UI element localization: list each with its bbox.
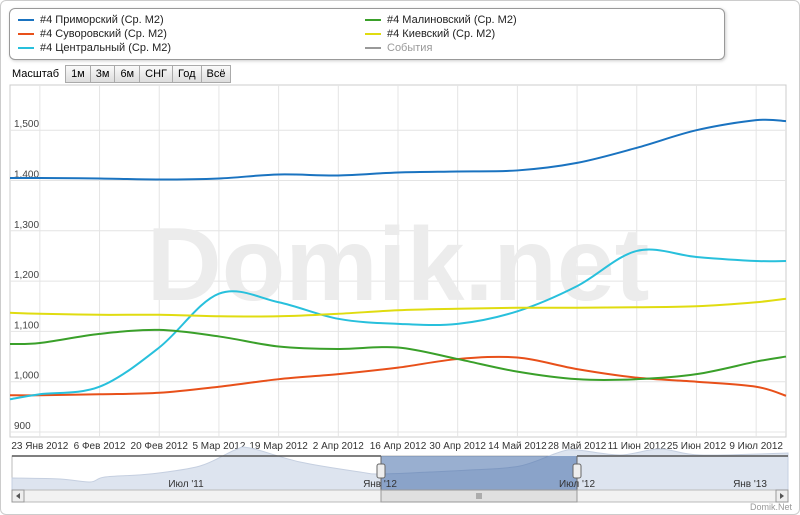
x-tick-label: 23 Янв 2012 xyxy=(11,441,68,452)
navigator-label: Янв '12 xyxy=(363,479,397,490)
zoom-3m-button[interactable]: 3м xyxy=(89,65,116,83)
y-tick-label: 1,500 xyxy=(14,119,39,130)
legend-label: #4 Киевский (Ср. М2) xyxy=(387,27,496,40)
legend-item[interactable]: #4 Суворовский (Ср. М2) xyxy=(18,27,167,40)
series-line xyxy=(9,118,787,181)
legend-swatch xyxy=(365,18,381,21)
x-tick-label: 5 Мар 2012 xyxy=(192,441,245,452)
legend-label: #4 Суворовский (Ср. М2) xyxy=(40,27,167,40)
legend-swatch xyxy=(18,18,34,21)
navigator-handle[interactable] xyxy=(572,463,582,479)
legend-swatch xyxy=(18,32,34,35)
legend-item[interactable]: События xyxy=(365,41,432,54)
y-tick-label: 900 xyxy=(14,421,31,432)
legend-swatch xyxy=(18,46,34,49)
legend-item[interactable]: #4 Центральный (Ср. М2) xyxy=(18,41,171,54)
legend-item[interactable]: #4 Киевский (Ср. М2) xyxy=(365,27,495,40)
x-tick-label: 11 Июн 2012 xyxy=(608,441,667,452)
y-tick-label: 1,300 xyxy=(14,220,39,231)
watermark: Domik.net xyxy=(147,207,650,323)
legend-swatch xyxy=(365,46,381,49)
series-line xyxy=(9,328,787,381)
legend-item[interactable]: #4 Приморский (Ср. М2) xyxy=(18,13,164,26)
y-tick-label: 1,400 xyxy=(14,170,39,181)
legend-label: События xyxy=(387,41,433,54)
x-tick-label: 19 Мар 2012 xyxy=(249,441,308,452)
legend-item[interactable]: #4 Малиновский (Ср. М2) xyxy=(365,13,517,26)
zoom-all-button[interactable]: Всё xyxy=(200,65,232,83)
y-tick-label: 1,200 xyxy=(14,270,39,281)
navigator-label: Янв '13 xyxy=(733,479,767,490)
zoom-label: Масштаб xyxy=(12,68,60,80)
arrow-right-icon xyxy=(780,493,784,499)
legend-label: #4 Малиновский (Ср. М2) xyxy=(387,13,517,26)
legend-swatch xyxy=(365,32,381,35)
zoom-ytd-button[interactable]: СНГ xyxy=(139,65,173,83)
navigator-handle[interactable] xyxy=(376,463,386,479)
x-tick-label: 16 Апр 2012 xyxy=(370,441,427,452)
legend-label: #4 Приморский (Ср. М2) xyxy=(40,13,164,26)
series-line xyxy=(9,297,787,318)
y-tick-label: 1,100 xyxy=(14,320,39,331)
navigator-label: Июл '11 xyxy=(168,479,204,490)
y-tick-label: 1,000 xyxy=(14,371,39,382)
legend-label: #4 Центральный (Ср. М2) xyxy=(40,41,172,54)
x-tick-label: 6 Фев 2012 xyxy=(74,441,126,452)
navigator-label: Июл '12 xyxy=(559,479,596,490)
navigator-area xyxy=(11,446,789,491)
zoom-selector: Масштаб 1м 3м 6м СНГ Год Всё xyxy=(12,65,232,83)
grip-icon xyxy=(476,493,482,499)
x-tick-label: 9 Июл 2012 xyxy=(729,441,783,452)
series-line xyxy=(9,355,787,397)
legend: #4 Приморский (Ср. М2) #4 Суворовский (Ср… xyxy=(9,8,725,60)
x-tick-label: 2 Апр 2012 xyxy=(313,441,364,452)
navigator-selection xyxy=(381,456,577,490)
zoom-6m-button[interactable]: 6м xyxy=(114,65,141,83)
x-tick-label: 14 Май 2012 xyxy=(488,441,547,452)
zoom-year-button[interactable]: Год xyxy=(171,65,202,83)
x-tick-label: 20 Фев 2012 xyxy=(131,441,189,452)
series-line xyxy=(9,248,787,401)
footer-credit: Domik.Net xyxy=(749,502,792,512)
x-tick-label: 30 Апр 2012 xyxy=(429,441,486,452)
x-tick-label: 25 Июн 2012 xyxy=(667,441,727,452)
x-tick-label: 28 Май 2012 xyxy=(548,441,607,452)
arrow-left-icon xyxy=(16,493,20,499)
